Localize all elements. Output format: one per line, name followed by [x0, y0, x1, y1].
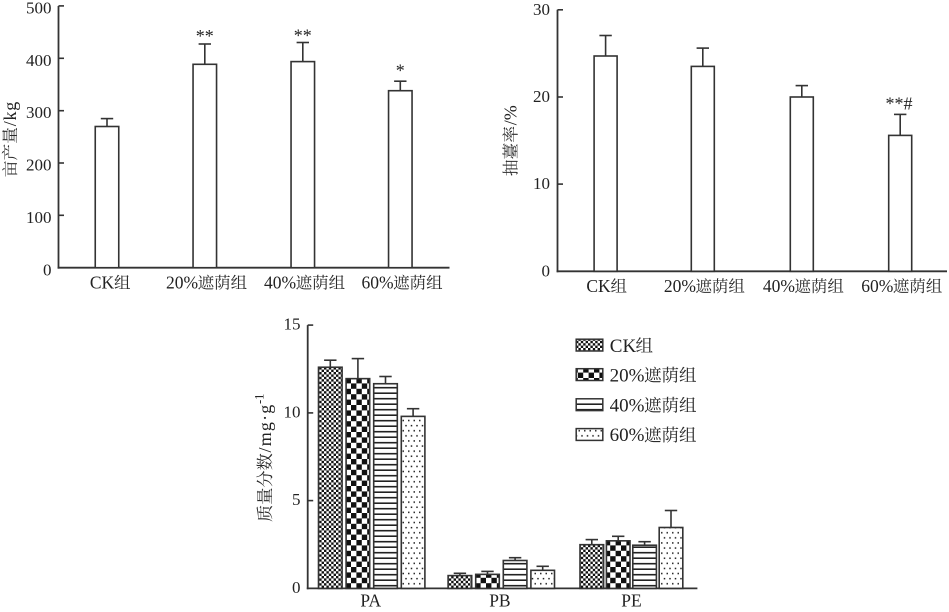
svg-text:0: 0 — [43, 260, 52, 279]
svg-text:**: ** — [196, 26, 214, 46]
svg-text:PE: PE — [621, 591, 641, 611]
svg-text:10: 10 — [533, 174, 550, 193]
svg-text:/kg: /kg — [0, 101, 20, 126]
svg-text:CK: CK — [586, 276, 611, 296]
svg-text:**#: **# — [886, 94, 913, 114]
svg-text:PA: PA — [360, 591, 381, 611]
svg-text:500: 500 — [26, 0, 52, 18]
svg-text:40%: 40% — [610, 395, 645, 416]
svg-text:*: * — [396, 61, 405, 81]
svg-text:CK: CK — [90, 273, 115, 293]
svg-text:400: 400 — [26, 51, 52, 70]
svg-text:300: 300 — [26, 103, 52, 122]
svg-text:20%: 20% — [610, 365, 645, 386]
svg-text:CK: CK — [610, 336, 637, 357]
svg-text:-1: -1 — [253, 394, 267, 404]
svg-text:/mg·g: /mg·g — [255, 404, 275, 453]
svg-text:60%: 60% — [610, 425, 645, 446]
svg-text:PB: PB — [489, 591, 510, 611]
svg-text:0: 0 — [292, 578, 301, 597]
svg-text:200: 200 — [26, 156, 52, 175]
svg-text:60%: 60% — [861, 276, 893, 296]
svg-text:30: 30 — [533, 0, 550, 19]
svg-text:0: 0 — [542, 261, 551, 280]
svg-text:60%: 60% — [362, 273, 394, 293]
svg-text:40%: 40% — [264, 273, 296, 293]
svg-text:10: 10 — [284, 402, 301, 421]
svg-text:15: 15 — [284, 315, 301, 334]
svg-text:5: 5 — [292, 490, 301, 509]
svg-text:20%: 20% — [664, 276, 696, 296]
svg-text:**: ** — [294, 26, 312, 46]
svg-text:20%: 20% — [166, 273, 198, 293]
svg-text:20: 20 — [533, 87, 550, 106]
svg-text:100: 100 — [26, 208, 52, 227]
svg-text:40%: 40% — [763, 276, 795, 296]
svg-text:/%: /% — [501, 105, 521, 125]
